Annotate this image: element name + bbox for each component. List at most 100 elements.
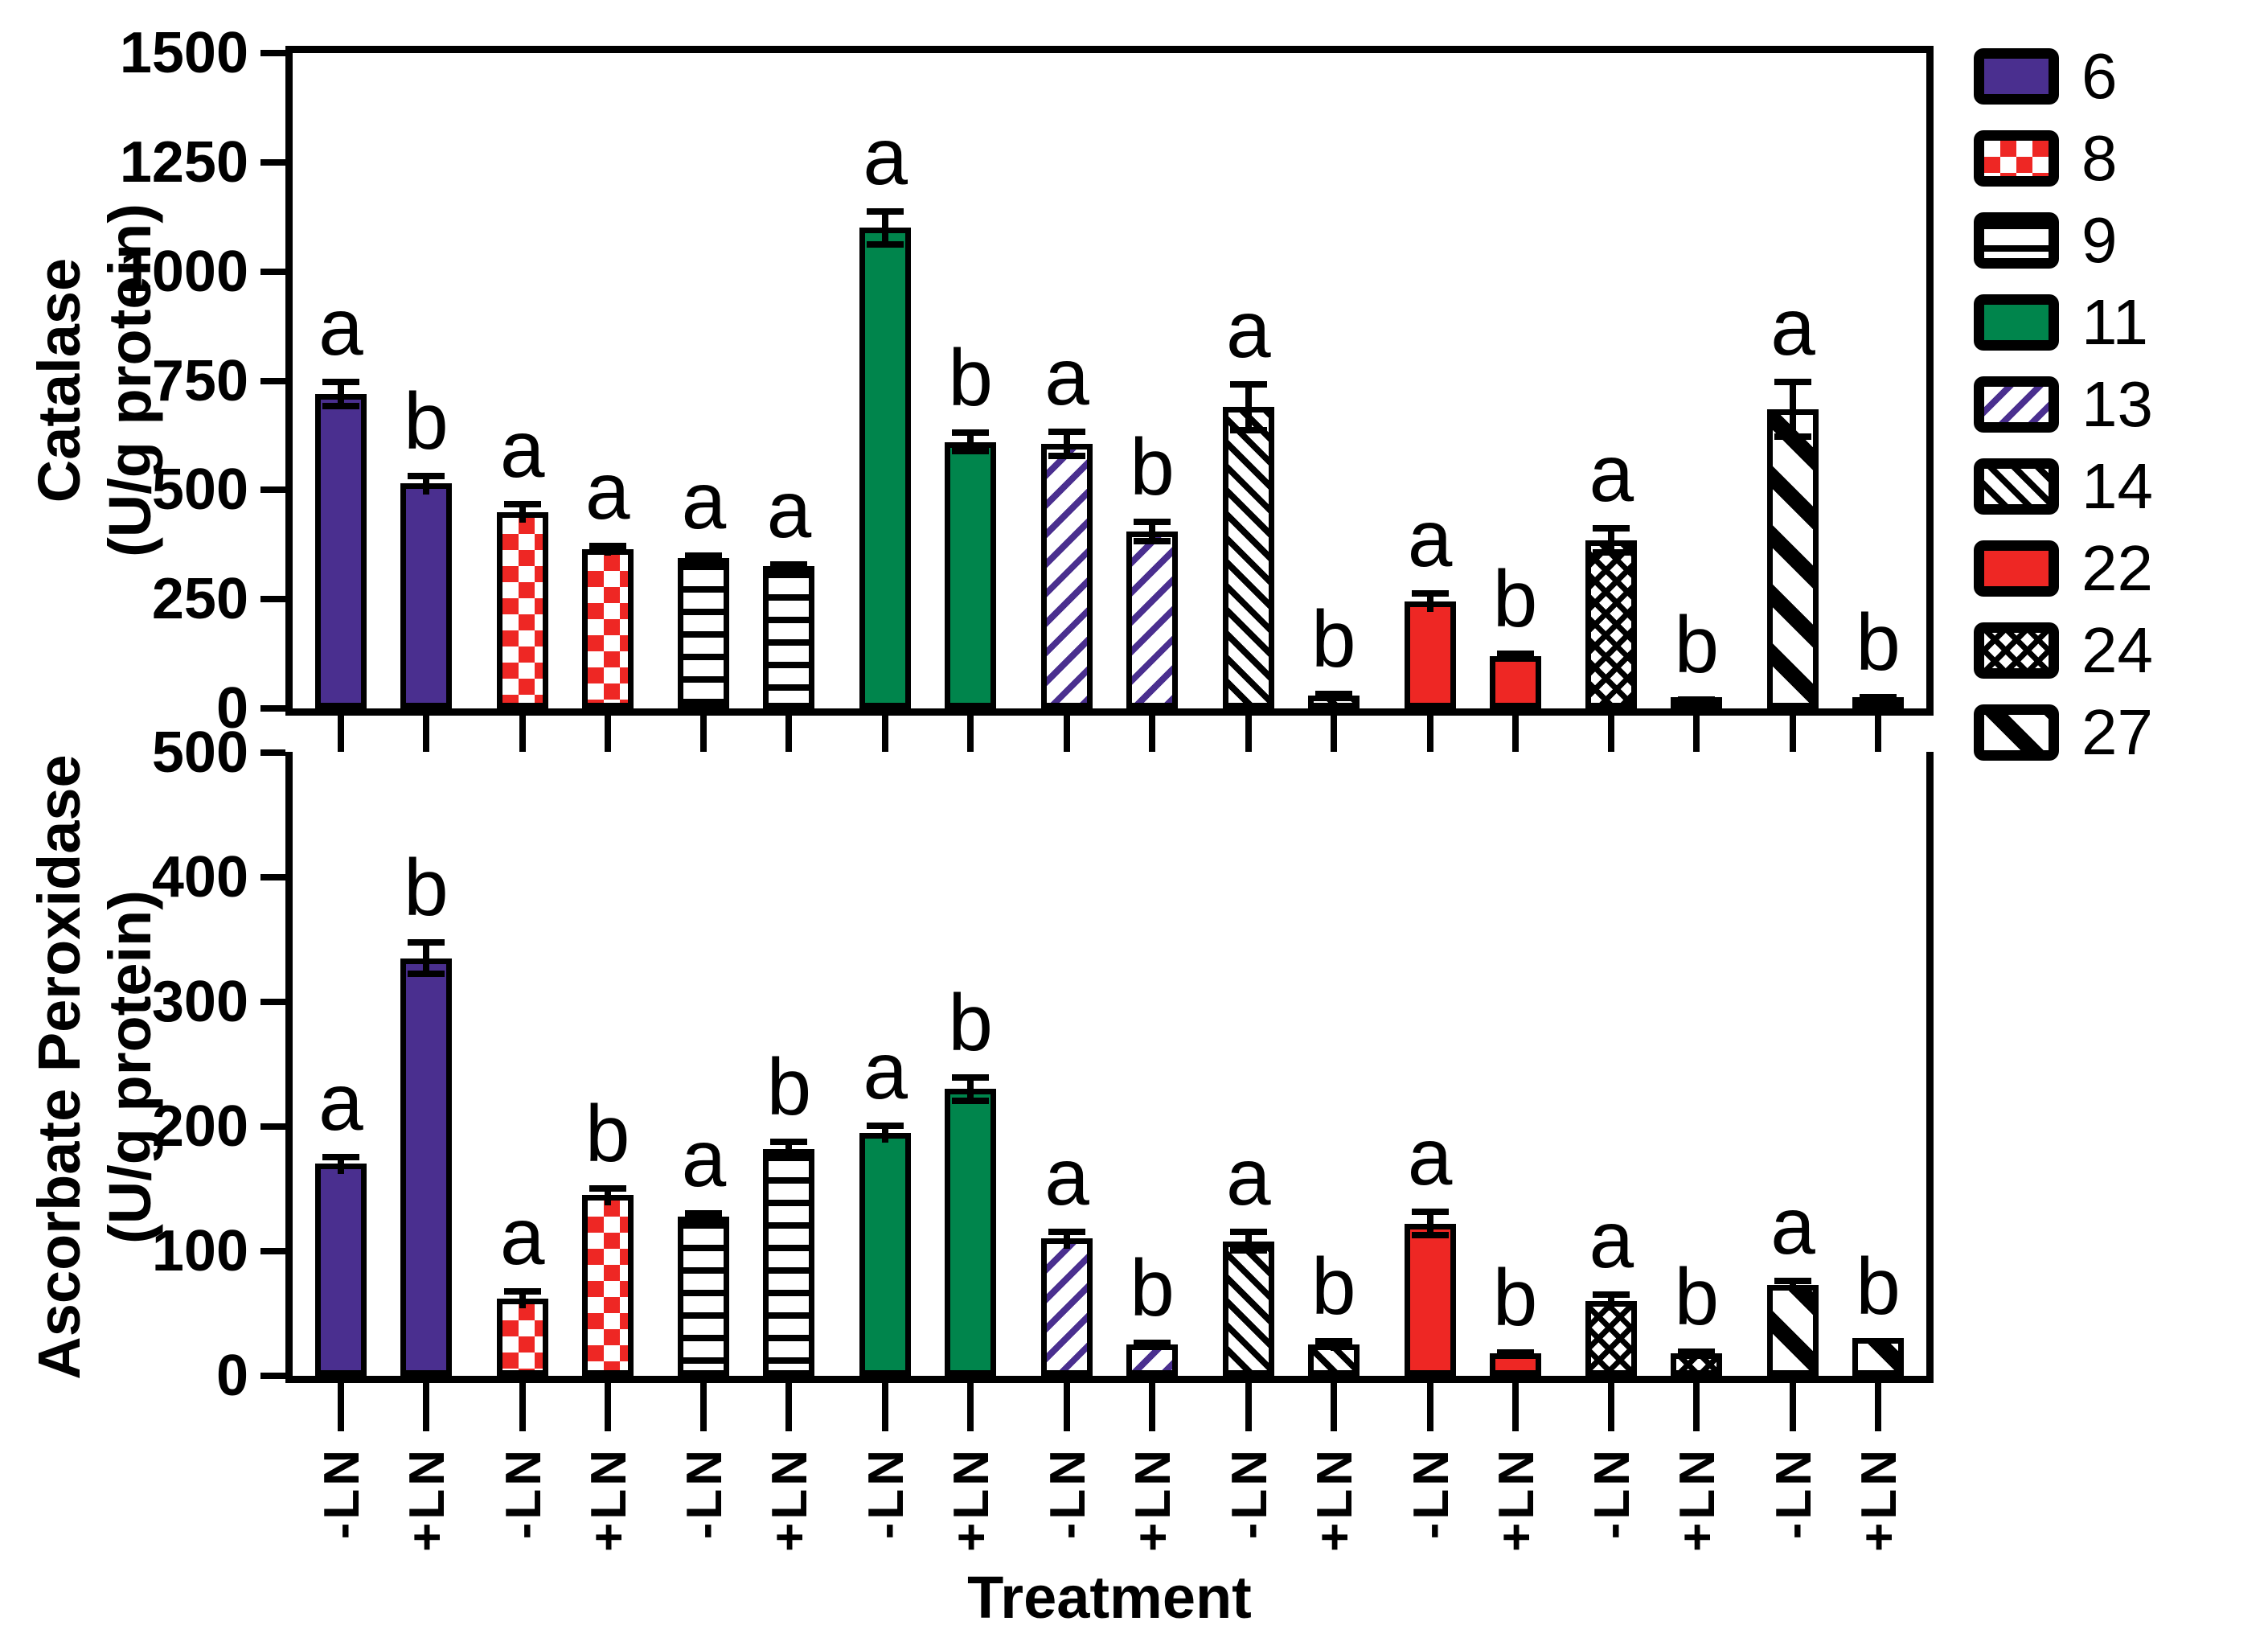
x-tick [1875, 1383, 1882, 1431]
significance-letter: b [1130, 421, 1175, 512]
legend-item-24: 24 [1974, 618, 2153, 683]
x-tick [1149, 716, 1155, 764]
catalase-plot-area: 0 250 500 750 1000 1250 1500 a b a a a a a b a b a b a b a b a b [120, 21, 1934, 764]
significance-letter: b [1310, 1242, 1356, 1332]
error-bar-cap-top [1496, 651, 1534, 658]
bar-group11-plusLN [945, 441, 997, 708]
error-bar-cap-bottom [1774, 433, 1812, 440]
bar-group11-minusLN [859, 228, 912, 708]
legend-item-22: 22 [1974, 536, 2153, 601]
y-tick-label-0: 0 [215, 1344, 248, 1408]
x-tick [337, 716, 344, 764]
x-tick-label-14-plusLN: +LN [1306, 1447, 1363, 1552]
bar-group13-minusLN [1041, 444, 1093, 708]
error-bar-cap-top [770, 560, 808, 568]
legend-item-27: 27 [1974, 700, 2153, 765]
significance-letter: a [1589, 428, 1634, 519]
legend-swatch-black-diagonal-crosshatch [1974, 622, 2059, 679]
error-bar-cap-top [322, 1154, 359, 1160]
x-tick-label-9-plusLN: +LN [762, 1447, 818, 1552]
legend-swatch-solid-red [1974, 540, 2059, 597]
error-bar-cap-top [503, 1288, 541, 1295]
bar-group27-plusLN [1852, 1338, 1905, 1376]
x-tick-label-11-minusLN: -LN [859, 1447, 915, 1540]
x-tick [1330, 716, 1337, 764]
y-tick-label-200: 200 [151, 1094, 248, 1159]
y-tick-500 [260, 486, 285, 494]
error-bar-cap-bottom [322, 402, 359, 409]
bar-group6-minusLN [314, 1164, 367, 1376]
error-bar [1245, 380, 1252, 433]
significance-letter: b [1856, 1242, 1901, 1332]
x-tick [967, 1383, 974, 1431]
x-tick-label-22-plusLN: +LN [1488, 1447, 1544, 1552]
y-tick-label-300: 300 [151, 969, 248, 1034]
error-bar [604, 1184, 611, 1205]
significance-letter: a [1044, 1132, 1089, 1223]
error-bar-cap-bottom [1229, 426, 1267, 433]
error-bar [1790, 378, 1797, 440]
error-bar-cap-top [1678, 1348, 1716, 1355]
x-tick [1426, 1383, 1433, 1431]
y-tick-label-250: 250 [151, 567, 248, 632]
significance-letter: a [584, 445, 630, 536]
error-bar [337, 378, 344, 409]
x-tick [1875, 716, 1882, 764]
x-tick [882, 1383, 889, 1431]
error-bar-cap-top [1593, 524, 1630, 532]
y-tick-label-750: 750 [151, 348, 248, 413]
y-tick-label-1250: 1250 [119, 129, 248, 195]
x-tick-label-13-plusLN: +LN [1126, 1447, 1181, 1552]
error-bar-cap-top [1774, 1277, 1812, 1284]
error-bar-cap-top [1048, 1229, 1085, 1236]
error-bar [1064, 429, 1070, 460]
y-tick-label-1500: 1500 [119, 21, 248, 85]
x-tick [1245, 1383, 1252, 1431]
x-tick-label-24-plusLN: +LN [1670, 1447, 1726, 1552]
significance-letter: a [1225, 1132, 1271, 1223]
significance-letter: a [499, 1192, 545, 1283]
bar-group22-plusLN [1489, 655, 1541, 708]
error-bar [882, 207, 889, 248]
y-tick-label-100: 100 [151, 1218, 248, 1283]
error-bar-cap-top [1229, 380, 1267, 388]
bar-group22-minusLN [1404, 601, 1456, 708]
error-bar [967, 1073, 974, 1104]
legend-swatch-horizontal-black-lines [1974, 212, 2059, 269]
significance-letter: b [404, 376, 449, 466]
bar-group13-plusLN [1126, 531, 1178, 708]
bar-group22-minusLN [1404, 1223, 1456, 1376]
significance-letter: a [863, 1026, 908, 1117]
bar-group8-minusLN [496, 511, 548, 708]
y-tick-1250 [260, 158, 285, 166]
significance-letter: a [1770, 1180, 1815, 1271]
y-tick-400 [260, 873, 285, 880]
bar-group8-plusLN [581, 548, 634, 708]
error-bar-cap-top [770, 1139, 808, 1146]
significance-letter: a [1044, 332, 1089, 423]
bar-group9-minusLN [678, 557, 730, 708]
legend-item-14: 14 [1974, 454, 2153, 519]
ascorbate-peroxidase-plot-area: 0 100 200 300 400 500 a b a b a b a b a b a b a b a b a b [152, 720, 1934, 1431]
error-bar-cap-top [1411, 590, 1449, 597]
legend-swatch-red-white-checkerboard [1974, 130, 2059, 187]
x-tick [422, 716, 429, 764]
error-bar [422, 939, 429, 977]
x-tick [604, 716, 611, 764]
bar-group27-minusLN [1767, 408, 1819, 708]
significance-letter: b [1856, 597, 1901, 688]
x-tick-label-14-minusLN: -LN [1221, 1447, 1278, 1540]
bar-group14-minusLN [1222, 407, 1274, 708]
error-bar [519, 1288, 526, 1309]
significance-letter: a [1770, 281, 1815, 372]
bar-group14-minusLN [1222, 1241, 1274, 1376]
error-bar [1790, 1277, 1797, 1293]
x-tick [700, 1383, 707, 1431]
x-tick [1511, 1383, 1519, 1431]
error-bar-cap-bottom [407, 970, 445, 977]
significance-letter: a [681, 456, 727, 547]
x-tick-label-6-minusLN: -LN [314, 1447, 370, 1540]
error-bar [1426, 590, 1433, 613]
y-tick-200 [260, 1123, 285, 1130]
significance-letter: b [584, 1088, 630, 1179]
